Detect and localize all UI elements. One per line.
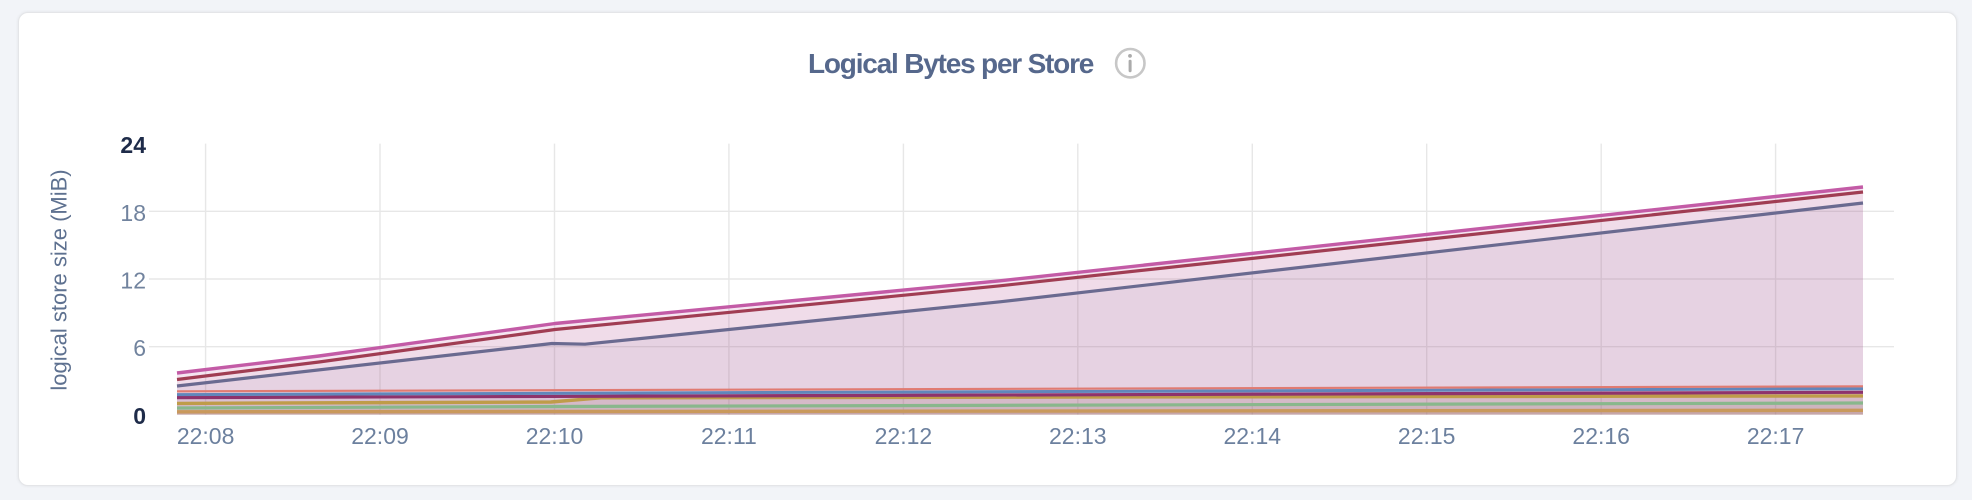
svg-text:22:12: 22:12 <box>875 423 933 449</box>
svg-text:0: 0 <box>133 403 146 429</box>
svg-text:22:13: 22:13 <box>1049 423 1107 449</box>
svg-text:22:17: 22:17 <box>1747 423 1805 449</box>
svg-text:22:10: 22:10 <box>526 423 584 449</box>
svg-text:22:14: 22:14 <box>1224 423 1282 449</box>
svg-text:18: 18 <box>120 200 146 226</box>
svg-text:22:15: 22:15 <box>1398 423 1456 449</box>
svg-text:24: 24 <box>120 132 146 158</box>
svg-text:6: 6 <box>133 335 146 361</box>
svg-text:22:09: 22:09 <box>351 423 409 449</box>
svg-text:22:11: 22:11 <box>701 423 757 449</box>
svg-text:22:16: 22:16 <box>1572 423 1630 449</box>
svg-text:logical store size (MiB): logical store size (MiB) <box>47 169 72 390</box>
svg-text:12: 12 <box>120 268 146 294</box>
svg-text:22:08: 22:08 <box>177 423 235 449</box>
